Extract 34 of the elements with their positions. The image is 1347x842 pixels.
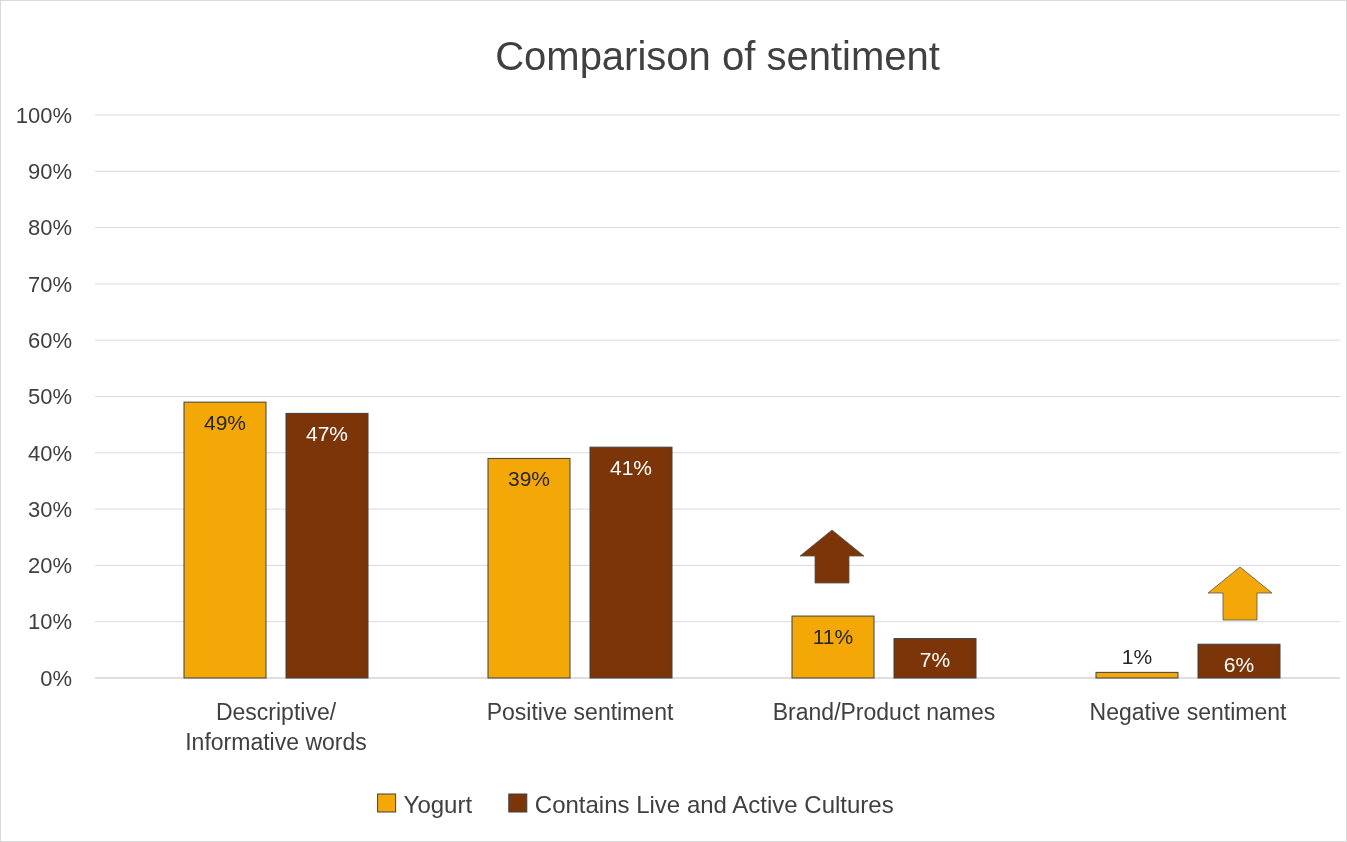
y-tick-label: 90% [27,159,72,184]
y-tick-label: 30% [27,496,72,522]
x-tick-label: Brand/Product names [772,699,996,725]
y-tick-label: 70% [27,271,72,297]
y-tick-label: 20% [27,553,72,579]
bar [1095,671,1179,679]
text: 49% [203,411,247,435]
bar [285,412,369,679]
bar [589,446,673,679]
text: 41% [609,456,653,480]
y-tick-label: 40% [27,440,72,466]
legend-label: Contains Live and Active Cultures [534,791,894,819]
y-tick-label: 0% [40,665,72,691]
text: 11% [812,625,854,649]
y-tick-label: 50% [27,384,72,410]
x-tick-label: Negative sentiment [1089,699,1288,725]
text: 7% [919,647,951,671]
chart-title: Comparison of sentiment [495,34,940,78]
bar [893,638,977,679]
text: 6% [1223,653,1255,677]
y-tick-label: 60% [27,327,72,353]
y-tick-label: 100% [15,102,72,128]
bar [487,457,571,679]
text: 47% [305,422,349,446]
x-tick-label: Descriptive/ Informative words [185,699,367,755]
text: 39% [507,467,551,491]
bar [1197,643,1281,679]
y-tick-label: 10% [27,609,72,635]
legend-label: Yogurt [403,791,473,819]
x-tick-label: Positive sentiment [486,699,674,725]
text: 1% [1121,645,1153,669]
bar [183,401,267,679]
bar [791,615,875,679]
y-tick-label: 80% [27,215,72,241]
